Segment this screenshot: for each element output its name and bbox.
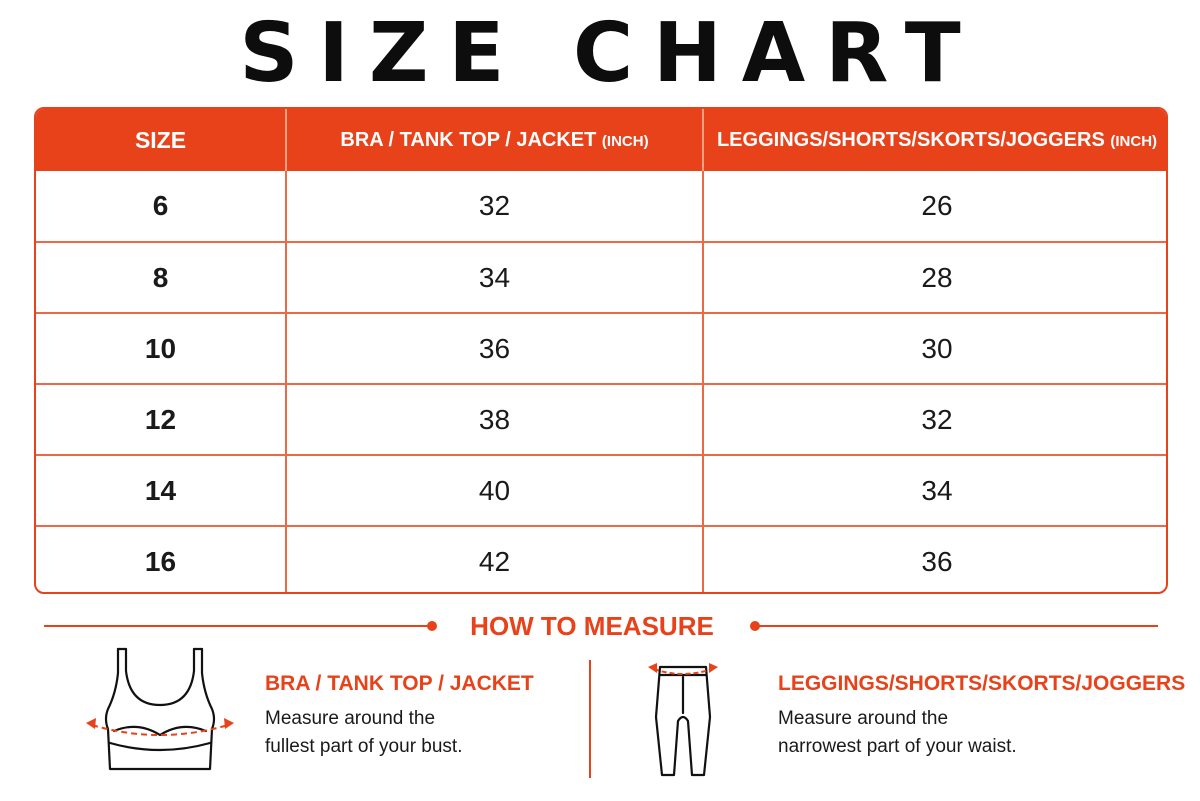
- bra-measure-description: Measure around the fullest part of your …: [265, 705, 463, 761]
- leggings-measure-line-1: Measure around the: [778, 708, 949, 729]
- top-measure-cell: 40: [286, 454, 704, 526]
- leggings-measure-title: LEGGINGS/SHORTS/SKORTS/JOGGERS: [778, 672, 1186, 695]
- heading-rule-left: [44, 625, 430, 627]
- bottom-header-label: LEGGINGS/SHORTS/SKORTS/JOGGERS: [716, 128, 1105, 151]
- bra-measure-line-2: fullest part of your bust.: [265, 736, 463, 757]
- bottom-column-header: LEGGINGS/SHORTS/SKORTS/JOGGERS (INCH): [703, 109, 1166, 171]
- bottom-measure-cell: 34: [703, 454, 1166, 526]
- size-header-label: SIZE: [134, 126, 187, 153]
- bottom-header-unit: (INCH): [1110, 132, 1158, 150]
- size-column-header: SIZE: [36, 109, 287, 171]
- table-row: 16 42 36: [36, 525, 1166, 592]
- table-row: 14 40 34: [36, 454, 1166, 526]
- how-to-measure-heading: HOW TO MEASURE: [0, 608, 1200, 644]
- top-column-header: BRA / TANK TOP / JACKET (INCH): [286, 109, 704, 171]
- size-cell: 8: [36, 241, 287, 313]
- leggings-icon: [648, 663, 718, 777]
- sports-bra-icon: [86, 647, 234, 771]
- how-to-measure-label: HOW TO MEASURE: [470, 611, 714, 641]
- page-title: SIZE CHART: [239, 6, 981, 101]
- leggings-measure-line-2: narrowest part of your waist.: [778, 736, 1017, 757]
- heading-rule-right: [755, 625, 1158, 627]
- table-row: 10 36 30: [36, 312, 1166, 384]
- bottom-measure-cell: 28: [703, 241, 1166, 313]
- top-measure-cell: 36: [286, 312, 704, 384]
- size-cell: 14: [36, 454, 287, 526]
- bottom-measure-cell: 30: [703, 312, 1166, 384]
- size-table-container: SIZE BRA / TANK TOP / JACKET (INCH) LEGG…: [34, 107, 1168, 594]
- bottom-measure-cell: 26: [921, 190, 953, 221]
- bra-measure-line-1: Measure around the: [265, 708, 436, 729]
- top-measure-cell: 42: [286, 525, 704, 592]
- size-cell: 12: [36, 383, 287, 455]
- leggings-measure-description: Measure around the narrowest part of you…: [778, 705, 1017, 761]
- bra-measure-title: BRA / TANK TOP / JACKET: [265, 672, 534, 695]
- bottom-measure-cell: 32: [703, 383, 1166, 455]
- heading-dot-left: [427, 621, 437, 631]
- table-row: 6 32 26: [36, 171, 1166, 242]
- size-cell: 10: [36, 312, 287, 384]
- top-measure-cell: 38: [286, 383, 704, 455]
- bottom-measure-cell: 36: [703, 525, 1166, 592]
- top-header-label: BRA / TANK TOP / JACKET: [340, 128, 597, 151]
- table-header-row: SIZE BRA / TANK TOP / JACKET (INCH) LEGG…: [36, 109, 1166, 171]
- table-row: 12 38 32: [36, 383, 1166, 455]
- size-table: SIZE BRA / TANK TOP / JACKET (INCH) LEGG…: [36, 109, 1166, 592]
- top-header-unit: (INCH): [601, 132, 649, 150]
- table-row: 8 34 28: [36, 241, 1166, 313]
- size-cell: 16: [36, 525, 287, 592]
- section-divider: [589, 660, 591, 778]
- top-measure-cell: 32: [286, 171, 704, 242]
- top-measure-cell: 34: [286, 241, 704, 313]
- size-cell: 6: [36, 171, 287, 242]
